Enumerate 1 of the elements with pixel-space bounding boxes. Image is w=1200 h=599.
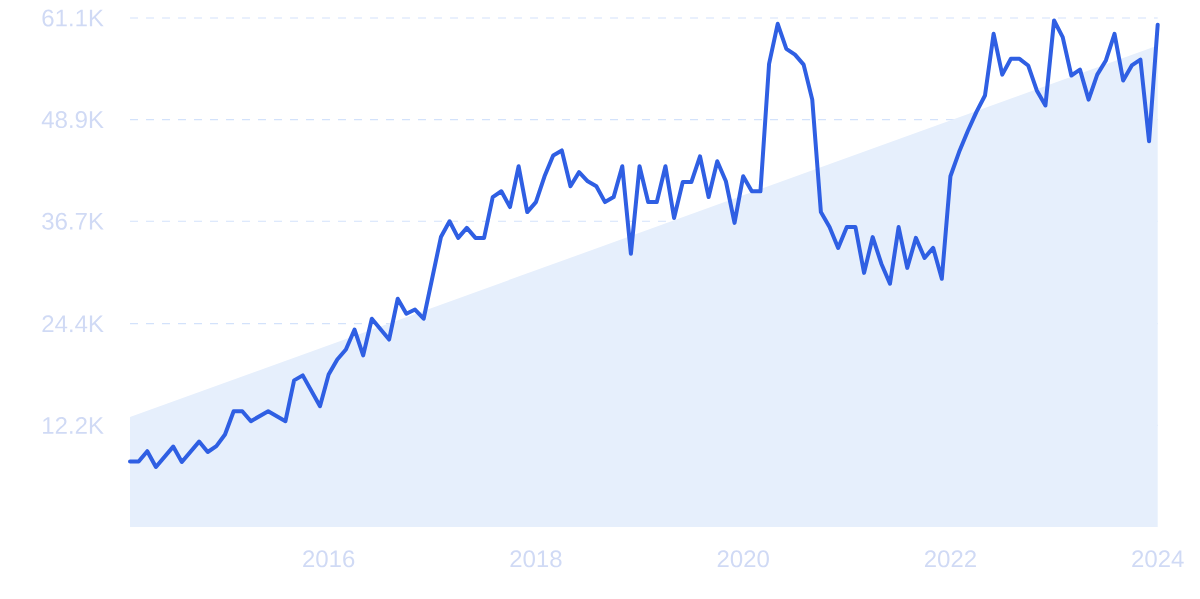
line-series [128, 18, 1160, 470]
